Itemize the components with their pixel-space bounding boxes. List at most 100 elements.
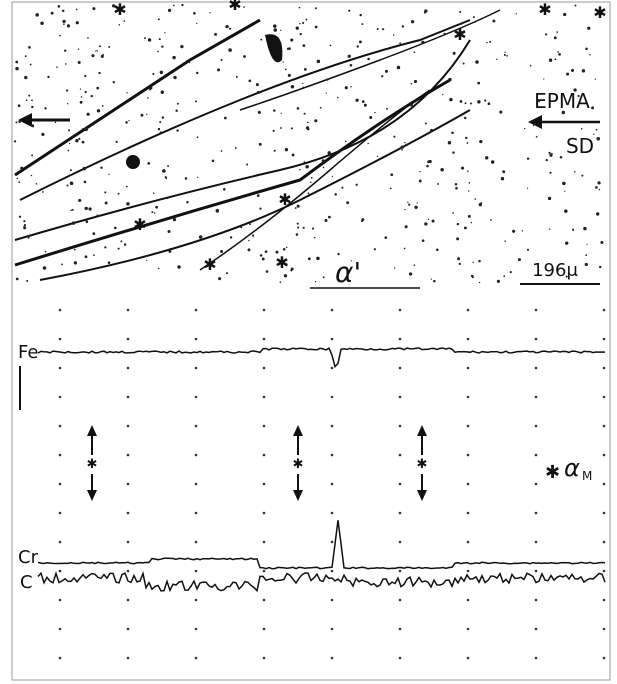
speckle — [284, 147, 289, 152]
speckle — [467, 170, 469, 172]
speckle — [280, 29, 282, 31]
speckle — [321, 159, 325, 163]
speckle — [556, 272, 559, 274]
speckle — [427, 218, 430, 221]
speckle — [144, 37, 146, 40]
speckle — [259, 207, 262, 210]
speckle — [430, 128, 434, 132]
speckle — [526, 187, 529, 189]
speckle — [35, 183, 38, 185]
speckle — [410, 20, 415, 24]
speckle — [123, 20, 126, 22]
speckle — [359, 13, 362, 17]
speckle — [83, 180, 87, 184]
speckle — [228, 27, 232, 30]
speckle — [117, 247, 120, 250]
speckle — [496, 279, 500, 283]
speckle — [44, 107, 47, 110]
speckle — [452, 212, 455, 214]
speckle — [316, 256, 320, 261]
speckle — [451, 131, 454, 135]
grid-dot — [330, 656, 334, 660]
speckle — [390, 173, 394, 177]
speckle — [215, 209, 220, 213]
speckle — [502, 170, 506, 174]
grid-dot — [398, 540, 402, 544]
speckle — [92, 7, 96, 11]
speckle — [306, 127, 310, 131]
precipitate — [126, 155, 140, 169]
speckle — [358, 40, 362, 44]
speckle — [15, 277, 19, 281]
speckle — [73, 261, 78, 265]
speckle — [249, 223, 251, 226]
speckle — [471, 276, 474, 279]
speckle — [81, 140, 85, 144]
star-marker: ✱ — [228, 0, 241, 14]
marker-subscript: M — [582, 469, 592, 483]
speckle — [549, 171, 552, 174]
grid-dot — [602, 308, 606, 312]
speckle — [384, 69, 388, 73]
grid-dot — [534, 366, 538, 370]
speckle — [223, 187, 226, 191]
speckle — [503, 53, 506, 56]
grid-dot — [398, 569, 402, 573]
speckle — [589, 54, 591, 56]
speckle — [548, 58, 553, 62]
grid-dot — [330, 569, 334, 573]
speckle — [311, 227, 315, 230]
speckle — [120, 240, 123, 243]
arrow-head — [293, 490, 303, 501]
speckle — [302, 21, 305, 24]
speckle — [563, 12, 567, 17]
grid-dot — [126, 308, 130, 312]
speckle — [515, 13, 517, 15]
speckle — [126, 92, 128, 94]
speckle — [66, 24, 71, 28]
speckle — [75, 8, 78, 11]
speckle — [356, 45, 359, 48]
speckle — [87, 37, 89, 39]
speckle — [460, 30, 463, 33]
grid-dot — [534, 569, 538, 573]
speckle — [296, 204, 300, 208]
speckle — [160, 90, 165, 94]
speckle — [314, 25, 318, 29]
speckle — [65, 63, 67, 65]
speckle — [416, 202, 418, 204]
grid-dot — [602, 627, 606, 631]
speckle — [26, 279, 29, 282]
speckle — [408, 272, 413, 276]
speckle — [15, 121, 18, 124]
speckle — [526, 248, 530, 251]
grid-dot — [126, 366, 130, 370]
speckle — [344, 140, 347, 143]
speckle — [240, 226, 243, 229]
grid-dot — [602, 511, 606, 515]
speckle — [98, 71, 101, 75]
speckle — [23, 224, 26, 227]
speckle — [409, 103, 413, 107]
speckle — [386, 107, 388, 110]
speckle — [478, 203, 482, 207]
speckle — [307, 257, 311, 261]
grid-dot — [58, 511, 62, 515]
speckle — [547, 196, 552, 201]
speckle — [175, 109, 178, 112]
speckle — [96, 86, 100, 90]
speckle — [107, 261, 111, 265]
speckle — [273, 28, 278, 32]
direction-sublabel: SD — [566, 134, 594, 158]
speckle — [314, 7, 317, 10]
grid-dot — [262, 598, 266, 602]
speckle — [62, 9, 65, 13]
speckle — [18, 181, 21, 183]
grid-dot — [330, 308, 334, 312]
speckle — [595, 212, 600, 216]
speckle — [466, 142, 469, 144]
speckle — [475, 60, 479, 64]
speckle — [218, 277, 222, 281]
speckle — [147, 162, 151, 165]
